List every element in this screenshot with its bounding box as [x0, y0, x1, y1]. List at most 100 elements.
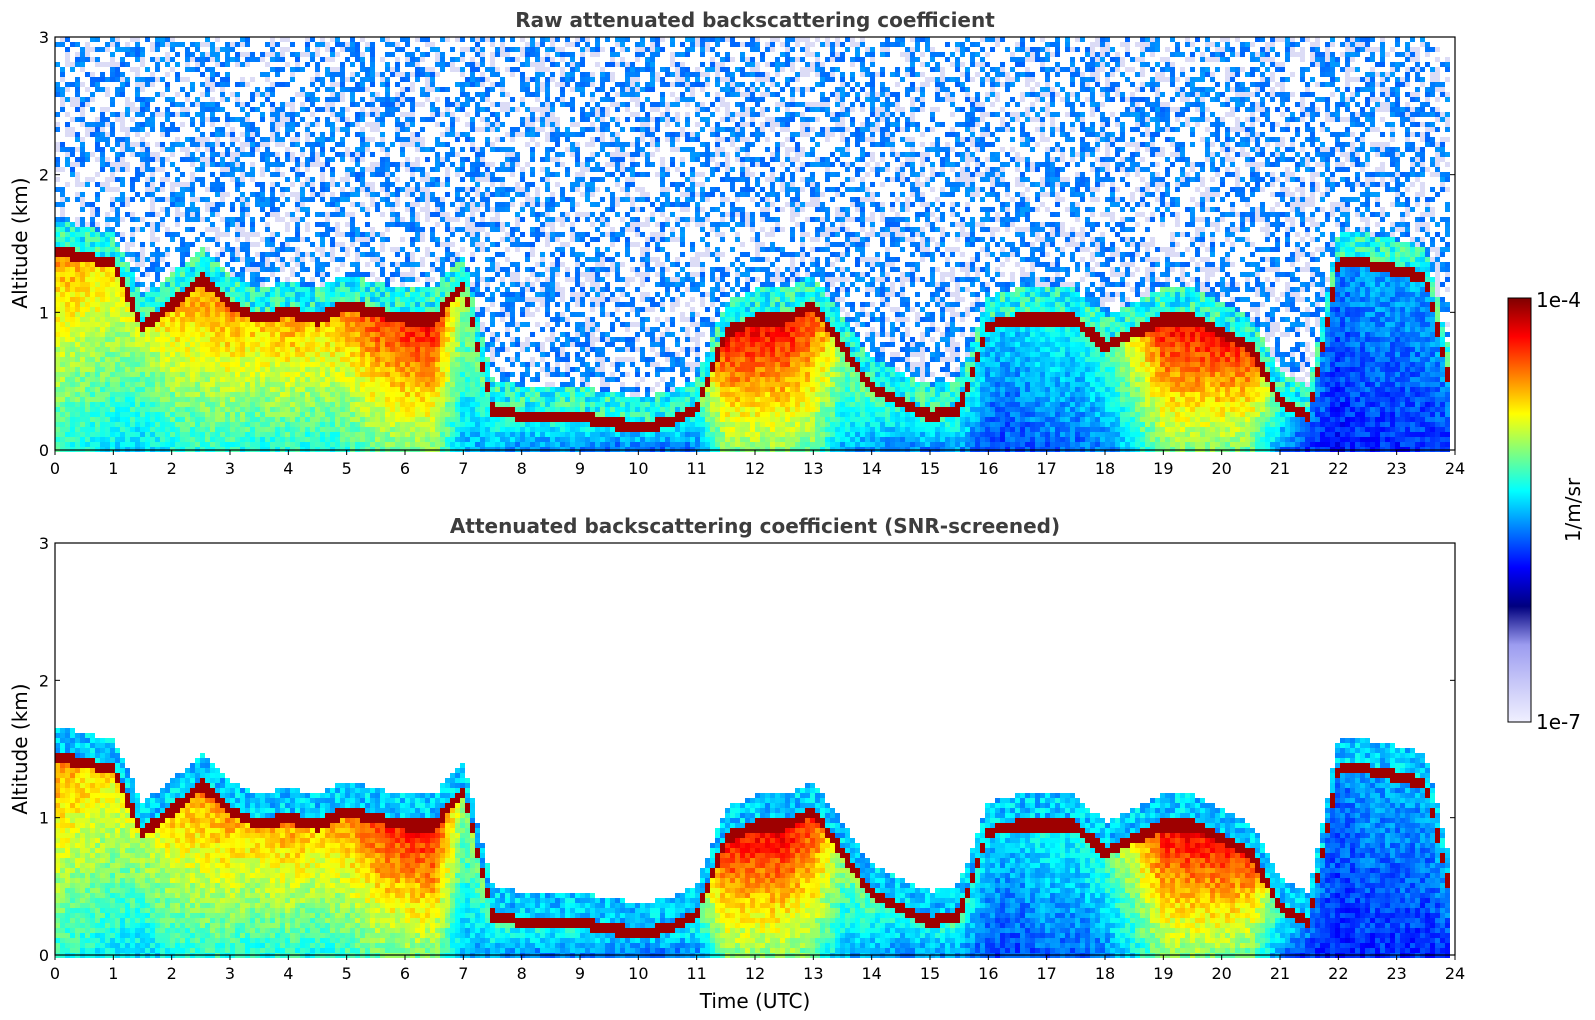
heatmap-cell — [55, 387, 60, 392]
heatmap-cell — [205, 347, 210, 352]
heatmap-cell — [55, 142, 60, 147]
heatmap-cell — [360, 147, 365, 152]
heatmap-cell — [425, 437, 430, 442]
heatmap-cell — [230, 317, 235, 322]
heatmap-cell — [250, 57, 255, 62]
heatmap-cell — [240, 142, 245, 147]
heatmap-cell — [425, 72, 430, 77]
heatmap-cell — [215, 357, 220, 362]
heatmap-cell — [220, 267, 225, 272]
heatmap-cell — [355, 247, 360, 252]
heatmap-cell — [80, 182, 85, 187]
heatmap-cell — [410, 102, 415, 107]
heatmap-cell — [300, 287, 305, 292]
heatmap-cell — [100, 187, 105, 192]
heatmap-cell — [360, 292, 365, 297]
heatmap-cell — [235, 277, 240, 282]
heatmap-cell — [280, 137, 285, 142]
heatmap-cell — [275, 282, 280, 287]
heatmap-cell — [170, 317, 175, 322]
heatmap-cell — [80, 357, 85, 362]
heatmap-cell — [370, 67, 375, 72]
heatmap-cell — [220, 152, 225, 157]
heatmap-cell — [375, 232, 380, 237]
heatmap-cell — [420, 387, 425, 392]
heatmap-cell — [135, 72, 140, 77]
heatmap-cell — [390, 377, 395, 382]
heatmap-cell — [355, 437, 360, 442]
heatmap-cell — [430, 377, 435, 382]
heatmap-cell — [165, 132, 170, 137]
heatmap-cell — [230, 342, 235, 347]
heatmap-cell — [140, 402, 145, 407]
heatmap-cell — [445, 402, 450, 407]
heatmap-cell — [120, 147, 125, 152]
heatmap-cell — [190, 137, 195, 142]
heatmap-cell — [165, 177, 170, 182]
heatmap-cell — [60, 267, 65, 272]
heatmap-cell — [100, 127, 105, 132]
heatmap-cell — [145, 122, 150, 127]
heatmap-cell — [60, 72, 65, 77]
heatmap-cell — [55, 407, 60, 412]
heatmap-cell — [225, 272, 230, 277]
heatmap-cell — [425, 352, 430, 357]
heatmap-cell — [280, 292, 285, 297]
heatmap-cell — [270, 307, 275, 312]
heatmap-cell — [260, 92, 265, 97]
heatmap-cell — [335, 437, 340, 442]
heatmap-cell — [170, 67, 175, 72]
heatmap-cell — [415, 417, 420, 422]
heatmap-cell — [55, 297, 60, 302]
heatmap-cell — [215, 397, 220, 402]
heatmap-cell — [385, 397, 390, 402]
heatmap-cell — [285, 157, 290, 162]
heatmap-cell — [125, 307, 130, 312]
heatmap-cell — [140, 332, 145, 337]
heatmap-cell — [100, 407, 105, 412]
heatmap-cell — [105, 292, 110, 297]
heatmap-cell — [225, 317, 230, 322]
heatmap-cell — [170, 357, 175, 362]
heatmap-cell — [335, 232, 340, 237]
heatmap-cell — [425, 387, 430, 392]
heatmap-cell — [185, 432, 190, 437]
heatmap-cell — [140, 87, 145, 92]
heatmap-cell — [130, 377, 135, 382]
heatmap-cell — [285, 337, 290, 342]
heatmap-cell — [230, 437, 235, 442]
heatmap-cell — [265, 262, 270, 267]
heatmap-cell — [435, 107, 440, 112]
heatmap-cell — [240, 277, 245, 282]
heatmap-cell — [270, 262, 275, 267]
heatmap-cell — [355, 297, 360, 302]
heatmap-cell — [185, 402, 190, 407]
heatmap-cell — [145, 397, 150, 402]
heatmap-cell — [165, 112, 170, 117]
heatmap-cell — [365, 232, 370, 237]
heatmap-cell — [330, 192, 335, 197]
heatmap-cell — [320, 142, 325, 147]
heatmap-cell — [205, 257, 210, 262]
heatmap-cell — [405, 252, 410, 257]
heatmap-cell — [255, 337, 260, 342]
heatmap-cell — [95, 127, 100, 132]
heatmap-cell — [110, 207, 115, 212]
heatmap-cell — [75, 357, 80, 362]
heatmap-cell — [100, 362, 105, 367]
heatmap-cell — [95, 332, 100, 337]
heatmap-cell — [360, 332, 365, 337]
heatmap-cell — [385, 407, 390, 412]
heatmap-cell — [200, 272, 205, 277]
heatmap-cell — [200, 132, 205, 137]
heatmap-cell — [390, 437, 395, 442]
heatmap-cell — [100, 332, 105, 337]
heatmap-cell — [345, 412, 350, 417]
heatmap-cell — [430, 327, 435, 332]
heatmap-cell — [190, 322, 195, 327]
heatmap-cell — [145, 132, 150, 137]
heatmap-cell — [105, 117, 110, 122]
heatmap-cell — [250, 52, 255, 57]
heatmap-cell — [400, 362, 405, 367]
heatmap-cell — [190, 282, 195, 287]
